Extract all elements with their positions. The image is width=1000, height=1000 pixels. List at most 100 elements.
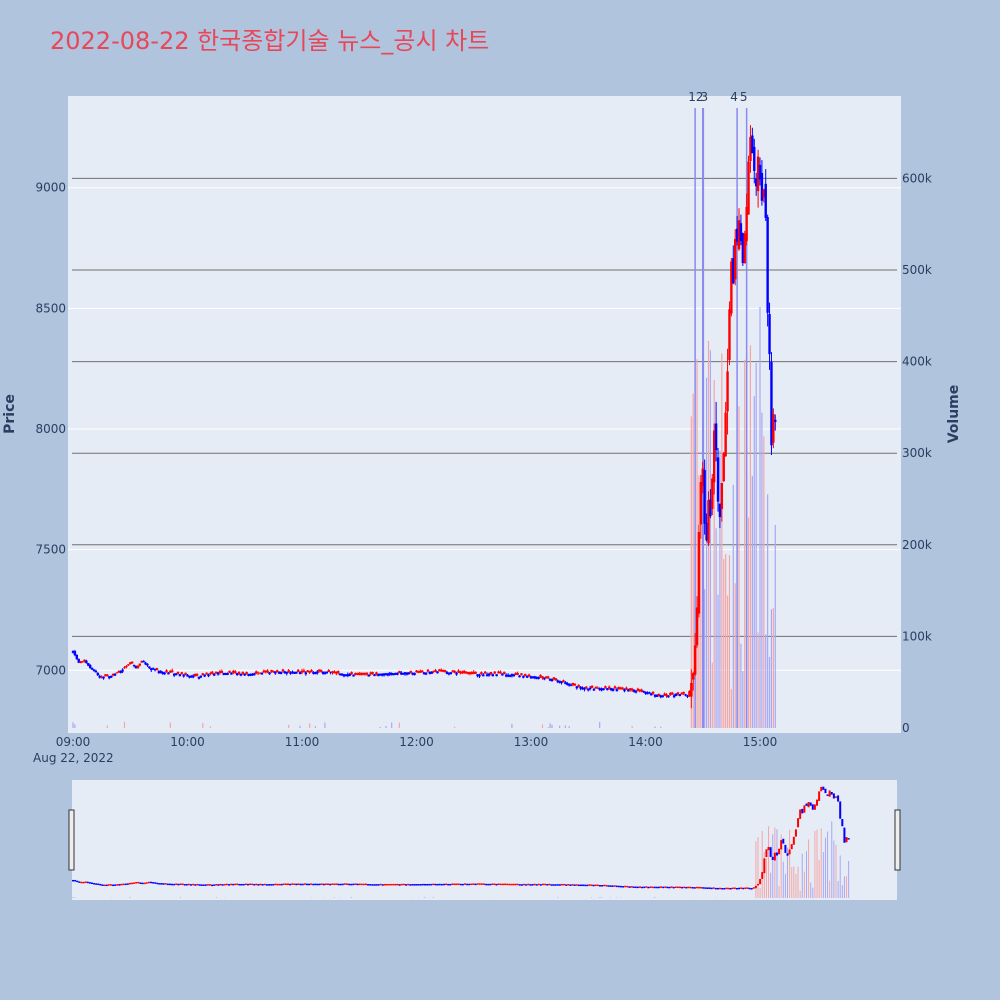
- rangeslider-candle: [816, 799, 819, 806]
- rangeslider-candle: [782, 838, 785, 844]
- rangeslider-handle-right[interactable]: [894, 809, 901, 871]
- rangeslider-candle: [537, 883, 540, 886]
- candle-body: [100, 676, 103, 678]
- candle-body: [73, 651, 77, 656]
- candle-body: [260, 672, 264, 675]
- rangeslider-candle: [78, 881, 81, 883]
- volume-bar: [717, 594, 719, 728]
- candle-body: [657, 693, 661, 696]
- candle-body: [83, 659, 86, 662]
- volume-bar: [715, 528, 717, 728]
- candle-body: [760, 172, 764, 201]
- rangeslider-volume-bar: [824, 837, 826, 898]
- candle-body: [468, 672, 472, 675]
- rangeslider-candle: [400, 883, 403, 886]
- candle-body: [625, 687, 628, 690]
- rangeslider-volume-bar: [801, 853, 803, 898]
- volume-tick-label: 0: [902, 721, 910, 735]
- candle-body: [739, 223, 743, 241]
- candle-body: [213, 673, 216, 676]
- rangeslider-candle: [586, 884, 589, 887]
- candle-body: [644, 691, 647, 694]
- candle-body: [417, 670, 420, 673]
- candle-body: [653, 694, 657, 697]
- candle-body: [527, 674, 531, 677]
- candle-body: [518, 675, 521, 678]
- rangeslider-candle: [346, 883, 348, 885]
- rangeslider-volume-bar: [831, 821, 833, 898]
- volume-tick-label: 500k: [902, 263, 932, 277]
- rangeslider-candle: [109, 884, 112, 886]
- rangeslider-volume-bar: [129, 896, 131, 898]
- candle-body: [442, 669, 445, 672]
- rangeslider-candle: [440, 883, 443, 886]
- candle-body: [150, 668, 153, 671]
- rangeslider-candle: [434, 883, 437, 886]
- rangeslider-candle: [529, 884, 532, 886]
- rangeslider-candle: [128, 882, 131, 885]
- candle-body: [688, 691, 691, 697]
- rangeslider-candle: [333, 883, 336, 886]
- candle-body: [167, 672, 170, 675]
- rangeslider-candle: [516, 883, 519, 886]
- rangeslider-candle: [230, 883, 233, 886]
- rangeslider-candle: [847, 838, 850, 840]
- candle-body: [669, 692, 672, 695]
- candle-body: [772, 414, 775, 443]
- rangeslider-volume-bar: [432, 896, 434, 898]
- rangeslider-candle: [799, 809, 802, 819]
- candle-body: [127, 664, 130, 666]
- rangeslider-candle: [841, 818, 844, 827]
- rangeslider-candle: [354, 883, 357, 885]
- rangeslider-candle: [310, 883, 313, 885]
- rangeslider-candle: [461, 883, 464, 886]
- candle-body: [205, 672, 208, 675]
- candle-body: [504, 674, 508, 677]
- candle-body: [749, 136, 752, 161]
- candle-body: [693, 645, 697, 675]
- rangeslider-candle: [830, 791, 833, 795]
- rangeslider-candle: [301, 883, 304, 886]
- rangeslider-candle: [246, 883, 249, 886]
- rangeslider-candle: [417, 884, 420, 886]
- rangeslider-candle: [476, 883, 479, 885]
- rangeslider-candle: [757, 883, 759, 886]
- candle-body: [314, 672, 317, 675]
- candle-body: [77, 658, 80, 663]
- rangeslider-candle: [790, 844, 793, 850]
- rangeslider-candle: [565, 884, 568, 886]
- rangeslider-candle: [803, 805, 806, 813]
- rangeslider-handle-left[interactable]: [68, 809, 75, 871]
- candle-body: [106, 674, 109, 677]
- rangeslider-candle: [550, 884, 553, 886]
- candle-body: [426, 669, 430, 672]
- candle-body: [608, 686, 611, 689]
- candle-body: [728, 309, 731, 360]
- rangeslider-volume-bar: [772, 834, 774, 898]
- volume-bar: [747, 517, 750, 728]
- rangeslider-candle: [453, 883, 456, 886]
- price-candles[interactable]: [71, 125, 777, 709]
- rangeslider-candle: [133, 882, 136, 884]
- rangeslider-candle: [643, 886, 646, 889]
- rangeslider-candle: [609, 885, 612, 887]
- rangeslider-volume-bar: [791, 867, 793, 898]
- rangeslider-candle: [615, 885, 618, 888]
- rangeslider-candle: [839, 801, 842, 819]
- candle-body: [161, 672, 164, 674]
- candle-body: [176, 671, 180, 674]
- candle-body: [184, 672, 187, 675]
- candle-body: [770, 361, 773, 446]
- rangeslider-candle: [118, 884, 121, 886]
- plot-area[interactable]: [68, 96, 901, 733]
- rangeslider-volume-bar: [757, 837, 759, 898]
- time-tick-label: 13:00: [514, 735, 549, 749]
- rangeslider-candle: [794, 829, 797, 837]
- rangeslider-candle: [501, 883, 504, 886]
- candle-body: [478, 674, 481, 677]
- rangeslider-volume-bar: [820, 828, 822, 898]
- volume-bar: [454, 726, 456, 728]
- rangeslider-candle: [314, 883, 317, 886]
- rangeslider-volume-bar: [797, 866, 799, 898]
- rangeslider-candle: [143, 882, 146, 885]
